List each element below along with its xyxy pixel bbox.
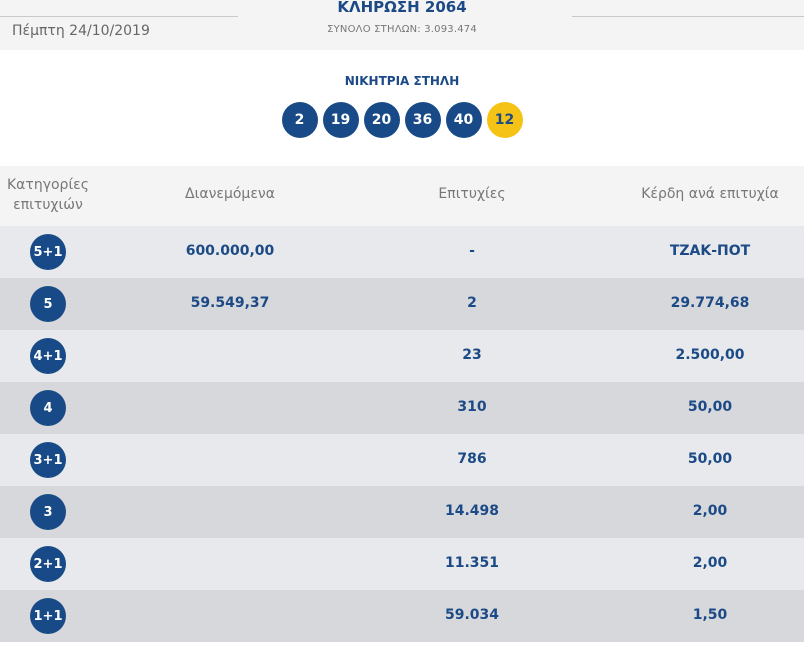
winning-number-ball: 2	[281, 102, 318, 138]
header-divider-right	[572, 16, 804, 17]
column-header-category-line1: Κατηγορίες	[7, 177, 89, 193]
category-badge: 5	[30, 286, 66, 322]
draw-title: ΚΛΗΡΩΣΗ 2064	[337, 0, 467, 16]
winning-numbers: 2 19 20 36 40 12	[0, 102, 804, 138]
category-badge: 4+1	[30, 338, 66, 374]
category-badge: 4	[30, 390, 66, 426]
category-badge: 2+1	[30, 546, 66, 582]
prize-cell: 2.500,00	[675, 347, 745, 363]
table-row: 3 14.498 2,00	[0, 486, 804, 538]
table-row: 5+1 600.000,00 - ΤΖΑΚ-ΠΟΤ	[0, 226, 804, 278]
total-columns: ΣΥΝΟΛΟ ΣΤΗΛΩΝ: 3.093.474	[327, 24, 477, 35]
table-row: 3+1 786 50,00	[0, 434, 804, 486]
winning-number-ball: 40	[445, 102, 482, 138]
prize-cell: 29.774,68	[670, 295, 750, 311]
category-badge: 3+1	[30, 442, 66, 478]
header-divider-left	[0, 16, 238, 17]
winning-number-ball: 19	[322, 102, 359, 138]
wins-cell: 59.034	[444, 607, 500, 623]
column-header-distributed: Διανεμόμενα	[185, 186, 275, 202]
results-table-body: 5+1 600.000,00 - ΤΖΑΚ-ΠΟΤ 5 59.549,37 2 …	[0, 226, 804, 642]
prize-cell: 50,00	[687, 399, 733, 415]
draw-header: Πέμπτη 24/10/2019 ΚΛΗΡΩΣΗ 2064 ΣΥΝΟΛΟ ΣΤ…	[0, 0, 804, 50]
prize-cell: 2,00	[692, 555, 728, 571]
table-row: 5 59.549,37 2 29.774,68	[0, 278, 804, 330]
column-header-category: Κατηγορίες επιτυχιών	[0, 175, 96, 215]
results-table-header: Κατηγορίες επιτυχιών Διανεμόμενα Επιτυχί…	[0, 166, 804, 226]
table-row: 4 310 50,00	[0, 382, 804, 434]
category-badge: 5+1	[30, 234, 66, 270]
distributed-cell: 59.549,37	[190, 295, 270, 311]
prize-cell: 2,00	[692, 503, 728, 519]
wins-cell: 11.351	[444, 555, 500, 571]
wins-cell: -	[469, 243, 475, 259]
column-header-prize: Κέρδη ανά επιτυχία	[641, 186, 779, 202]
category-badge: 3	[30, 494, 66, 530]
joker-number-ball: 12	[486, 102, 523, 138]
table-row: 2+1 11.351 2,00	[0, 538, 804, 590]
wins-cell: 786	[457, 451, 487, 467]
prize-cell: 50,00	[687, 451, 733, 467]
draw-date: Πέμπτη 24/10/2019	[12, 23, 150, 39]
column-header-wins: Επιτυχίες	[438, 186, 506, 202]
table-row: 4+1 23 2.500,00	[0, 330, 804, 382]
column-header-category-line2: επιτυχιών	[13, 197, 83, 213]
wins-cell: 2	[467, 295, 477, 311]
prize-cell: 1,50	[692, 607, 728, 623]
winning-number-ball: 36	[404, 102, 441, 138]
wins-cell: 14.498	[444, 503, 500, 519]
category-badge: 1+1	[30, 598, 66, 634]
table-row: 1+1 59.034 1,50	[0, 590, 804, 642]
distributed-cell: 600.000,00	[185, 243, 275, 259]
winning-column-title: ΝΙΚΗΤΡΙΑ ΣΤΗΛΗ	[344, 74, 460, 88]
winning-number-ball: 20	[363, 102, 400, 138]
wins-cell: 310	[457, 399, 487, 415]
wins-cell: 23	[462, 347, 482, 363]
prize-cell: ΤΖΑΚ-ΠΟΤ	[669, 243, 751, 259]
